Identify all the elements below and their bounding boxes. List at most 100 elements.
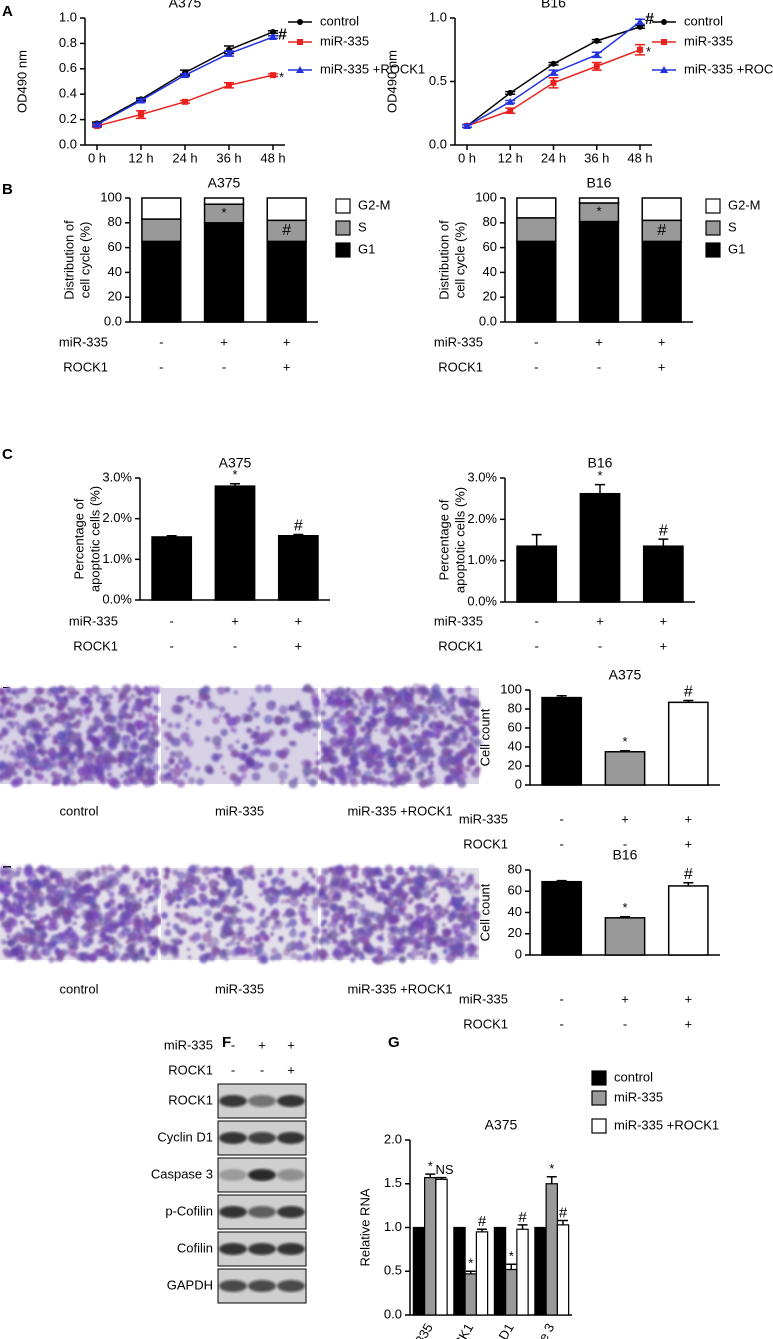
condition-value: + bbox=[660, 613, 668, 628]
cell bbox=[168, 731, 173, 736]
cell bbox=[399, 957, 403, 962]
cell bbox=[233, 722, 238, 727]
cell bbox=[476, 717, 480, 721]
cell bbox=[447, 724, 453, 730]
cell bbox=[300, 710, 304, 715]
cell bbox=[289, 929, 298, 938]
cell bbox=[252, 943, 258, 950]
cell bbox=[6, 934, 11, 939]
point bbox=[637, 23, 643, 30]
cell bbox=[16, 865, 23, 872]
cell bbox=[0, 728, 8, 736]
condition-value: - bbox=[231, 1062, 235, 1077]
y-tick-label: 20 bbox=[483, 289, 497, 304]
cell bbox=[101, 870, 108, 877]
cell bbox=[114, 929, 118, 933]
cell bbox=[5, 686, 12, 693]
cell bbox=[385, 927, 390, 931]
cell bbox=[278, 749, 288, 760]
cell bbox=[411, 921, 417, 927]
cell bbox=[320, 769, 324, 774]
legend-swatch bbox=[335, 242, 351, 258]
cell bbox=[36, 729, 41, 733]
cell bbox=[411, 956, 415, 960]
cell bbox=[81, 939, 85, 943]
cell bbox=[66, 899, 76, 909]
cell bbox=[289, 897, 300, 907]
cell bbox=[204, 736, 211, 743]
cell bbox=[329, 689, 338, 698]
cell bbox=[455, 715, 465, 725]
legend-swatch bbox=[705, 198, 721, 214]
cell bbox=[245, 756, 255, 767]
cell bbox=[61, 737, 70, 746]
cell bbox=[451, 694, 459, 702]
cell bbox=[201, 897, 209, 905]
cell bbox=[408, 885, 418, 895]
cell bbox=[6, 938, 16, 948]
cell bbox=[442, 948, 448, 954]
blot-band bbox=[277, 1280, 305, 1292]
cell bbox=[125, 944, 135, 954]
cell bbox=[5, 916, 15, 926]
cell bbox=[176, 927, 183, 935]
cell bbox=[224, 957, 229, 962]
x-tick-label: 12 h bbox=[498, 150, 523, 165]
cell bbox=[236, 900, 241, 905]
cell bbox=[202, 693, 211, 702]
bar bbox=[556, 1224, 570, 1316]
x-tick-label: Caspase 3 bbox=[513, 1321, 557, 1339]
blot-band bbox=[248, 1243, 276, 1255]
blot-label: ROCK1 bbox=[168, 1092, 213, 1107]
y-tick-label: 0.5 bbox=[429, 73, 447, 88]
cell bbox=[330, 904, 338, 912]
cell bbox=[362, 881, 367, 886]
cell bbox=[171, 737, 181, 747]
cell bbox=[266, 867, 273, 874]
cell bbox=[220, 908, 226, 914]
cell bbox=[393, 697, 401, 704]
cell bbox=[415, 770, 425, 780]
cell bbox=[13, 753, 21, 762]
cell bbox=[381, 768, 387, 774]
cell bbox=[167, 722, 173, 729]
cell bbox=[228, 914, 239, 925]
cell bbox=[390, 955, 396, 961]
cell bbox=[322, 868, 330, 876]
condition-value: + bbox=[595, 334, 603, 349]
condition-value: - bbox=[559, 1016, 563, 1031]
cell bbox=[128, 931, 138, 942]
condition-value: + bbox=[287, 1037, 295, 1052]
cell bbox=[76, 746, 84, 753]
y-axis-label: cell cycle (%) bbox=[452, 222, 467, 299]
cell bbox=[104, 762, 113, 772]
cell bbox=[246, 946, 253, 953]
micrograph-label: miR-335 +ROCK1 bbox=[347, 803, 452, 818]
cell bbox=[178, 912, 189, 923]
cell bbox=[305, 720, 310, 725]
cell bbox=[342, 771, 351, 779]
cell bbox=[195, 766, 201, 772]
point bbox=[636, 17, 644, 25]
cell bbox=[444, 736, 453, 745]
annotation: * bbox=[428, 1159, 433, 1174]
cell bbox=[373, 710, 378, 716]
cell bbox=[457, 769, 463, 775]
cell bbox=[140, 731, 149, 740]
cell bbox=[391, 768, 399, 776]
cell bbox=[409, 767, 413, 771]
panel-label: F bbox=[222, 1034, 231, 1051]
condition-name: ROCK1 bbox=[438, 359, 483, 374]
cell bbox=[153, 705, 162, 713]
cell bbox=[388, 902, 396, 910]
cell bbox=[226, 931, 233, 937]
cell bbox=[25, 719, 33, 727]
cell bbox=[169, 768, 173, 772]
cell bbox=[166, 922, 171, 927]
cell bbox=[367, 740, 374, 746]
cell bbox=[313, 721, 322, 730]
cell bbox=[367, 728, 373, 734]
bar bbox=[667, 885, 709, 956]
error-bar bbox=[595, 483, 605, 494]
annotation: * bbox=[468, 1256, 473, 1271]
